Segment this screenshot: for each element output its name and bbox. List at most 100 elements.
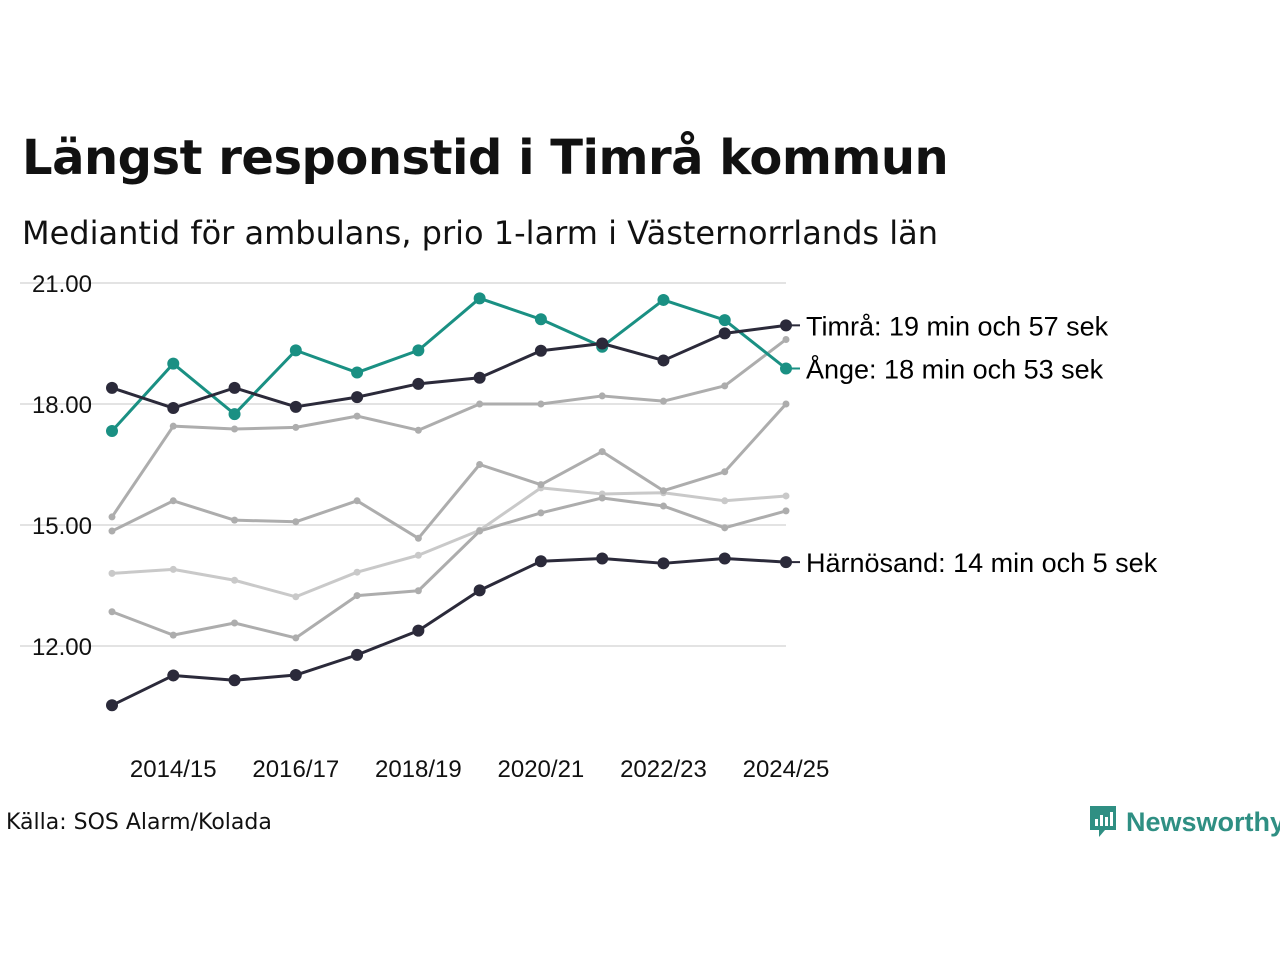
data-point <box>412 377 425 390</box>
source-note: Källa: SOS Alarm/Kolada <box>6 810 272 835</box>
series-line <box>111 323 787 410</box>
series-line <box>110 338 787 518</box>
data-point <box>782 335 790 343</box>
data-point <box>228 674 241 687</box>
data-point <box>721 497 729 505</box>
chart-subtitle: Mediantid för ambulans, prio 1-larm i Vä… <box>22 214 939 252</box>
data-point <box>412 624 425 637</box>
data-point <box>659 502 667 510</box>
y-axis-ticks: 12.00 15.00 18.00 21.00 <box>32 271 92 661</box>
series-labels: Ånge: 18 min och 53 sek Härnösand: 14 min… <box>786 311 1158 578</box>
data-point <box>353 592 361 600</box>
data-point <box>414 426 422 434</box>
data-point <box>476 527 484 535</box>
data-point <box>657 354 670 367</box>
x-tick-label: 2014/15 <box>130 756 217 783</box>
data-point <box>473 584 486 597</box>
data-point <box>718 327 731 340</box>
data-point <box>721 382 729 390</box>
series-övrig-kommun-d <box>108 494 790 642</box>
data-point <box>657 557 670 570</box>
data-point <box>721 468 729 476</box>
data-point <box>108 527 116 535</box>
data-point <box>167 669 180 682</box>
series-end-label: Härnösand: 14 min och 5 sek <box>806 548 1158 578</box>
data-point <box>534 313 547 326</box>
series-line <box>111 556 787 707</box>
newsworthy-logo-icon <box>1090 806 1116 837</box>
data-point <box>476 400 484 408</box>
data-point <box>228 381 241 394</box>
data-point <box>782 492 790 500</box>
data-point <box>718 552 731 565</box>
series-övrig-kommun-c <box>108 400 790 542</box>
x-axis-ticks: 2014/15 2016/17 2018/19 2020/21 2022/23 2024/… <box>130 756 829 783</box>
data-point <box>414 551 422 559</box>
y-tick-label: 21.00 <box>32 271 92 298</box>
x-tick-label: 2024/25 <box>743 756 830 783</box>
data-point <box>534 344 547 357</box>
y-tick-label: 15.00 <box>32 513 92 540</box>
data-point <box>169 422 177 430</box>
data-point <box>537 509 545 517</box>
data-point <box>106 699 118 712</box>
data-point <box>351 648 364 661</box>
data-point <box>476 461 484 468</box>
data-point <box>106 425 118 438</box>
data-point <box>289 344 302 357</box>
data-point <box>353 568 361 576</box>
x-tick-label: 2018/19 <box>375 756 462 783</box>
data-point <box>351 366 364 379</box>
data-point <box>598 494 606 502</box>
data-point <box>782 507 790 515</box>
data-point <box>721 524 729 532</box>
data-point <box>289 400 302 413</box>
data-point <box>167 402 180 415</box>
data-point <box>412 344 425 357</box>
series-härnösand <box>106 552 792 712</box>
series-line <box>111 496 787 640</box>
data-point <box>537 400 545 408</box>
data-point <box>414 587 422 595</box>
data-point <box>289 669 302 682</box>
data-point <box>228 408 241 421</box>
series-line <box>111 402 788 540</box>
data-point <box>169 631 177 639</box>
data-point <box>659 487 667 495</box>
series-timrå <box>106 319 792 415</box>
x-tick-label: 2020/21 <box>498 756 585 783</box>
data-point <box>598 392 606 400</box>
data-point <box>292 593 300 601</box>
brand-name: Newsworthy <box>1126 806 1280 837</box>
series-ånge <box>106 292 792 438</box>
data-point <box>231 576 239 584</box>
series-layer <box>106 292 792 712</box>
data-point <box>353 497 361 505</box>
data-point <box>292 634 300 642</box>
x-tick-label: 2016/17 <box>252 756 339 783</box>
data-point <box>596 337 609 350</box>
data-point <box>292 423 300 431</box>
data-point <box>657 293 670 306</box>
data-point <box>169 565 177 573</box>
x-tick-label: 2022/23 <box>620 756 707 783</box>
data-point <box>537 481 545 489</box>
series-end-label: Timrå: 19 min och 57 sek <box>806 311 1109 341</box>
data-point <box>473 292 486 305</box>
data-point <box>108 569 116 577</box>
data-point <box>718 314 731 327</box>
data-point <box>108 513 116 521</box>
data-point <box>598 448 606 456</box>
data-point <box>231 425 239 433</box>
brand-logo[interactable]: Newsworthy <box>1088 804 1280 840</box>
data-point <box>231 516 239 524</box>
data-point <box>353 412 361 420</box>
series-övrig-kommun-b <box>108 335 790 521</box>
data-point <box>106 381 118 394</box>
data-point <box>292 518 300 526</box>
data-point <box>414 534 422 542</box>
data-point <box>231 619 239 627</box>
data-point <box>351 391 364 404</box>
series-line <box>111 486 787 599</box>
